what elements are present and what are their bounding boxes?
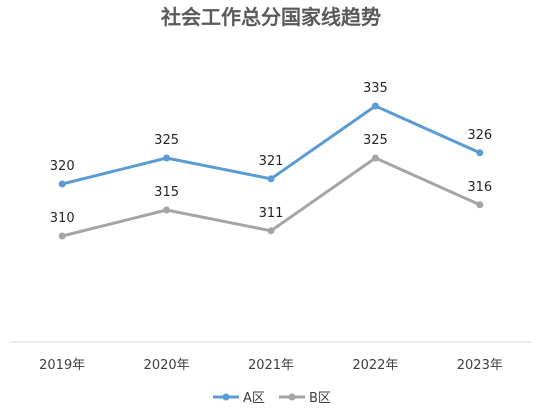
series-layer: 320 325 321 335 326 310 315 311 325 316 [50, 81, 492, 240]
data-label: 316 [467, 180, 492, 195]
x-tick-label: 2021年 [248, 358, 294, 373]
data-point [58, 180, 66, 188]
data-point [371, 154, 379, 162]
data-point [476, 201, 484, 209]
legend: A区 B区 [213, 391, 331, 406]
x-tick-label: 2020年 [144, 358, 190, 373]
data-label: 325 [363, 133, 388, 148]
data-point [267, 175, 275, 183]
x-tick-label: 2023年 [457, 358, 503, 373]
data-point [163, 154, 171, 162]
data-point [371, 102, 379, 110]
legend-marker [288, 393, 296, 401]
x-axis: 2019年 2020年 2021年 2022年 2023年 [10, 341, 532, 373]
series-line [60, 104, 482, 186]
data-label: 326 [467, 128, 492, 143]
x-tick-label: 2019年 [39, 358, 85, 373]
data-point [267, 227, 275, 235]
data-label: 335 [363, 81, 388, 96]
data-label: 315 [154, 185, 179, 200]
legend-label: B区 [309, 391, 331, 406]
data-label: 310 [50, 211, 75, 226]
series-b: 310 315 311 325 316 [50, 133, 492, 240]
data-label: 325 [154, 133, 179, 148]
data-point [163, 206, 171, 214]
data-point [58, 232, 66, 240]
data-label: 311 [259, 206, 284, 221]
x-tick-label: 2022年 [352, 358, 398, 373]
legend-label: A区 [243, 391, 265, 406]
legend-item: A区 [213, 391, 265, 406]
series-a: 320 325 321 335 326 [50, 81, 492, 188]
data-label: 320 [50, 159, 75, 174]
legend-marker [222, 393, 230, 401]
data-label: 321 [259, 154, 284, 169]
chart-title: 社会工作总分国家线趋势 [160, 5, 381, 29]
data-point [476, 149, 484, 157]
legend-item: B区 [279, 391, 331, 406]
